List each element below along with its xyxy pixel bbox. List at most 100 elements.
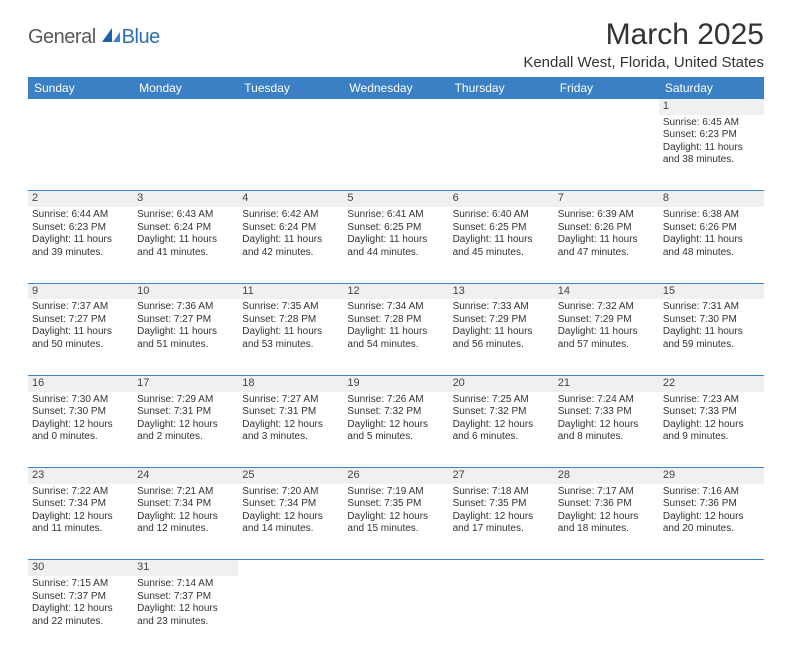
daylight-line: Daylight: 12 hours and 15 minutes. [347, 511, 444, 536]
day-number [554, 560, 659, 576]
day-number: 23 [28, 468, 133, 484]
sunset-line: Sunset: 6:26 PM [663, 222, 760, 235]
day-cell: Sunrise: 7:33 AMSunset: 7:29 PMDaylight:… [449, 299, 554, 375]
weekday-header: Sunday [28, 77, 133, 99]
daylight-line: Daylight: 11 hours and 38 minutes. [663, 142, 760, 167]
day-cell: Sunrise: 6:41 AMSunset: 6:25 PMDaylight:… [343, 207, 448, 283]
day-number [343, 99, 448, 115]
calendar-table: Sunday Monday Tuesday Wednesday Thursday… [28, 77, 764, 652]
day-number: 24 [133, 468, 238, 484]
day-cell: Sunrise: 6:39 AMSunset: 6:26 PMDaylight:… [554, 207, 659, 283]
day-cell: Sunrise: 7:30 AMSunset: 7:30 PMDaylight:… [28, 392, 133, 468]
day-number: 20 [449, 375, 554, 391]
daylight-line: Daylight: 12 hours and 12 minutes. [137, 511, 234, 536]
day-number: 30 [28, 560, 133, 576]
daylight-line: Daylight: 11 hours and 57 minutes. [558, 326, 655, 351]
weekday-header-row: Sunday Monday Tuesday Wednesday Thursday… [28, 77, 764, 99]
sunrise-line: Sunrise: 7:16 AM [663, 486, 760, 499]
day-number: 12 [343, 283, 448, 299]
day-number: 13 [449, 283, 554, 299]
day-number: 16 [28, 375, 133, 391]
sunset-line: Sunset: 7:28 PM [347, 314, 444, 327]
daylight-line: Daylight: 12 hours and 6 minutes. [453, 419, 550, 444]
day-detail-row: Sunrise: 7:30 AMSunset: 7:30 PM Daylight:… [28, 392, 764, 468]
daylight-line: Daylight: 11 hours and 41 minutes. [137, 234, 234, 259]
day-cell: Sunrise: 6:43 AMSunset: 6:24 PMDaylight:… [133, 207, 238, 283]
day-number: 21 [554, 375, 659, 391]
day-number: 5 [343, 191, 448, 207]
day-cell: Sunrise: 6:42 AMSunset: 6:24 PMDaylight:… [238, 207, 343, 283]
sunset-line: Sunset: 7:30 PM [663, 314, 760, 327]
day-number: 14 [554, 283, 659, 299]
day-cell: Sunrise: 7:25 AMSunset: 7:32 PMDaylight:… [449, 392, 554, 468]
sunrise-line: Sunrise: 7:26 AM [347, 394, 444, 407]
daylight-line: Daylight: 12 hours and 22 minutes. [32, 603, 129, 628]
sunset-line: Sunset: 7:35 PM [453, 498, 550, 511]
day-cell [449, 576, 554, 652]
sunset-line: Sunset: 6:25 PM [347, 222, 444, 235]
day-number-row: 3031 [28, 560, 764, 576]
sunrise-line: Sunrise: 7:32 AM [558, 301, 655, 314]
sunset-line: Sunset: 7:37 PM [137, 591, 234, 604]
day-cell [28, 115, 133, 191]
daylight-line: Daylight: 11 hours and 44 minutes. [347, 234, 444, 259]
day-number: 27 [449, 468, 554, 484]
sunrise-line: Sunrise: 7:31 AM [663, 301, 760, 314]
sunrise-line: Sunrise: 7:29 AM [137, 394, 234, 407]
day-number: 8 [659, 191, 764, 207]
sunset-line: Sunset: 7:31 PM [137, 406, 234, 419]
sunrise-line: Sunrise: 7:30 AM [32, 394, 129, 407]
sunrise-line: Sunrise: 7:35 AM [242, 301, 339, 314]
day-cell: Sunrise: 7:19 AMSunset: 7:35 PMDaylight:… [343, 484, 448, 560]
day-detail-row: Sunrise: 7:37 AMSunset: 7:27 PMDaylight:… [28, 299, 764, 375]
sunset-line: Sunset: 7:29 PM [558, 314, 655, 327]
day-cell [343, 115, 448, 191]
day-number: 2 [28, 191, 133, 207]
day-cell: Sunrise: 7:34 AMSunset: 7:28 PMDaylight:… [343, 299, 448, 375]
sunset-line: Sunset: 7:34 PM [242, 498, 339, 511]
weekday-header: Wednesday [343, 77, 448, 99]
sunset-line: Sunset: 7:27 PM [32, 314, 129, 327]
daylight-line: Daylight: 11 hours and 45 minutes. [453, 234, 550, 259]
title-block: March 2025 Kendall West, Florida, United… [523, 18, 764, 71]
day-number-row: 23242526272829 [28, 468, 764, 484]
day-number-row: 9101112131415 [28, 283, 764, 299]
month-title: March 2025 [523, 18, 764, 52]
day-number: 4 [238, 191, 343, 207]
sunrise-line: Sunrise: 7:14 AM [137, 578, 234, 591]
day-number: 22 [659, 375, 764, 391]
sunset-line: Sunset: 7:37 PM [32, 591, 129, 604]
sunset-line: Sunset: 7:36 PM [558, 498, 655, 511]
sunset-line: Sunset: 7:29 PM [453, 314, 550, 327]
sunrise-line: Sunrise: 6:43 AM [137, 209, 234, 222]
day-cell: Sunrise: 7:24 AMSunset: 7:33 PMDaylight:… [554, 392, 659, 468]
day-number [28, 99, 133, 115]
weekday-header: Tuesday [238, 77, 343, 99]
sunset-line: Sunset: 6:24 PM [242, 222, 339, 235]
day-cell: Sunrise: 6:45 AMSunset: 6:23 PMDaylight:… [659, 115, 764, 191]
sunrise-line: Sunrise: 7:36 AM [137, 301, 234, 314]
sunrise-line: Sunrise: 6:38 AM [663, 209, 760, 222]
day-number: 1 [659, 99, 764, 115]
sunset-line: Sunset: 7:34 PM [32, 498, 129, 511]
sunset-line: Sunset: 7:30 PM [32, 406, 129, 419]
sunrise-line: Sunrise: 7:17 AM [558, 486, 655, 499]
daylight-line: Daylight: 11 hours and 59 minutes. [663, 326, 760, 351]
day-detail-row: Sunrise: 7:22 AMSunset: 7:34 PMDaylight:… [28, 484, 764, 560]
day-cell: Sunrise: 7:37 AMSunset: 7:27 PMDaylight:… [28, 299, 133, 375]
location: Kendall West, Florida, United States [523, 54, 764, 71]
day-number [133, 99, 238, 115]
day-number: 17 [133, 375, 238, 391]
day-number [343, 560, 448, 576]
daylight-line: Daylight: 12 hours and 17 minutes. [453, 511, 550, 536]
day-cell: Sunrise: 7:31 AMSunset: 7:30 PMDaylight:… [659, 299, 764, 375]
day-cell: Sunrise: 7:32 AMSunset: 7:29 PMDaylight:… [554, 299, 659, 375]
day-number: 9 [28, 283, 133, 299]
sunrise-line: Sunrise: 7:18 AM [453, 486, 550, 499]
sunrise-line: Sunrise: 7:15 AM [32, 578, 129, 591]
sunset-line: Sunset: 7:31 PM [242, 406, 339, 419]
daylight-line: Daylight: 12 hours and 11 minutes. [32, 511, 129, 536]
sunrise-line: Sunrise: 7:19 AM [347, 486, 444, 499]
day-number: 6 [449, 191, 554, 207]
sunrise-line: Sunrise: 7:24 AM [558, 394, 655, 407]
